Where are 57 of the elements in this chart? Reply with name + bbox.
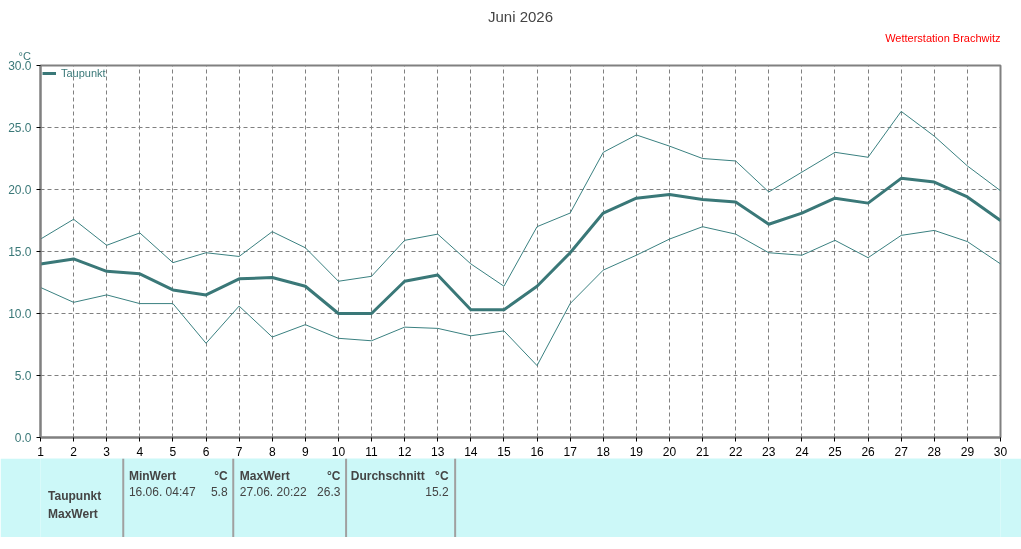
x-tick-label: 14 bbox=[464, 444, 478, 459]
text: 15.2 bbox=[425, 485, 449, 499]
x-tick-label: 25 bbox=[828, 444, 842, 459]
y-tick-label: 10.0 bbox=[8, 307, 32, 321]
x-tick-label: 29 bbox=[960, 444, 975, 459]
x-tick-label: 11 bbox=[365, 444, 379, 459]
text: Durchschnitt bbox=[350, 468, 425, 483]
y-tick-label: 0.0 bbox=[14, 431, 32, 445]
x-tick-label: 6 bbox=[202, 444, 210, 459]
y-axis-title: °C bbox=[18, 49, 31, 62]
x-tick-label: 3 bbox=[103, 444, 111, 459]
x-tick-label: 13 bbox=[431, 444, 445, 459]
x-tick-label: 5 bbox=[169, 444, 177, 459]
x-tick-label: 10 bbox=[331, 444, 346, 459]
x-tick-label: 19 bbox=[629, 444, 644, 459]
text: MinWert bbox=[128, 468, 176, 483]
text: Wetterstation Brachwitz bbox=[885, 31, 1001, 44]
text: Taupunkt bbox=[48, 488, 102, 503]
y-tick-label: 5.0 bbox=[14, 369, 32, 383]
x-tick-label: 15 bbox=[497, 444, 511, 459]
x-tick-label: 30 bbox=[993, 444, 1008, 459]
y-tick-label: 25.0 bbox=[8, 121, 32, 135]
x-tick-label: 21 bbox=[695, 444, 710, 459]
text: °C bbox=[326, 468, 341, 483]
y-tick-label: 30.0 bbox=[8, 59, 32, 73]
x-tick-label: 17 bbox=[563, 444, 578, 459]
text: 16.06. 04:47 bbox=[128, 484, 196, 499]
x-tick-label: 23 bbox=[762, 444, 776, 459]
y-tick-label: 15.0 bbox=[8, 245, 32, 259]
text: Taupunkt bbox=[61, 67, 106, 79]
text: 27.06. 20:22 bbox=[239, 484, 307, 499]
x-tick-label: 22 bbox=[729, 444, 743, 459]
x-tick-label: 9 bbox=[301, 444, 309, 459]
x-tick-label: 18 bbox=[596, 444, 611, 459]
chart-title: Juni 2026 bbox=[487, 7, 554, 25]
text: °C bbox=[214, 468, 228, 483]
x-tick-label: 8 bbox=[268, 444, 276, 459]
line-series bbox=[40, 176, 1001, 315]
x-tick-label: 24 bbox=[795, 444, 809, 459]
x-tick-label: 27 bbox=[894, 444, 909, 459]
line-series bbox=[40, 226, 1001, 367]
text: MaxWert bbox=[48, 506, 98, 521]
x-tick-label: 7 bbox=[235, 444, 243, 459]
x-tick-label: 2 bbox=[70, 444, 78, 459]
y-tick-label: 20.0 bbox=[8, 183, 32, 197]
x-tick-label: 16 bbox=[530, 444, 545, 459]
text: MaxWert bbox=[239, 468, 290, 483]
x-tick-label: 4 bbox=[136, 444, 144, 459]
x-tick-label: 12 bbox=[397, 444, 412, 459]
text: 26.3 bbox=[317, 485, 341, 499]
x-tick-label: 26 bbox=[861, 444, 876, 459]
line-series bbox=[40, 110, 1001, 287]
x-tick-label: 20 bbox=[662, 444, 677, 459]
x-tick-label: 28 bbox=[927, 444, 942, 459]
x-tick-label: 1 bbox=[37, 444, 45, 459]
text: 5.8 bbox=[210, 485, 228, 499]
text: °C bbox=[435, 468, 449, 483]
